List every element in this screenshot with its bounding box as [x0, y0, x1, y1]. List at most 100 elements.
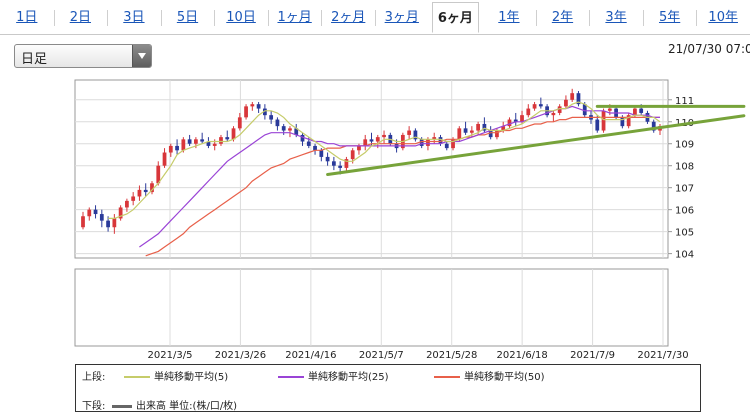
legend-label-sma50: 単純移動平均(50): [464, 372, 545, 383]
chart-legend: 上段: 単純移動平均(5) 単純移動平均(25) 単純移動平均(50) 下段: …: [75, 364, 701, 412]
legend-swatch-volume: [112, 404, 132, 408]
tab-6[interactable]: 2ヶ月: [331, 10, 366, 25]
y-tick-label: 111: [675, 96, 694, 107]
tab-2[interactable]: 3日: [123, 10, 145, 25]
candle-body: [118, 207, 123, 219]
candle-body: [488, 130, 493, 138]
y-tick-label: 108: [675, 162, 694, 173]
candle-body: [300, 134, 305, 142]
tab-separator: [53, 10, 55, 26]
volume-panel: [74, 268, 669, 347]
legend-label-sma5: 単純移動平均(5): [154, 372, 229, 383]
x-tick-label: 2021/7/30: [637, 350, 688, 361]
candle-body: [651, 121, 656, 131]
tab-13[interactable]: 10年: [708, 10, 738, 25]
tab-10[interactable]: 2年: [551, 10, 574, 25]
candle-body: [143, 189, 148, 193]
period-select-value: 日足: [21, 52, 48, 67]
candle-body: [444, 143, 449, 149]
candle-body: [344, 159, 349, 168]
candle-body: [394, 143, 399, 149]
legend-item-volume: 出来高 単位:(株/口/枚): [110, 397, 237, 412]
timestamp: 21/07/30 07:0: [668, 42, 750, 56]
price-panel: [74, 79, 669, 259]
tab-1[interactable]: 2日: [69, 10, 91, 25]
x-tick-label: 2021/5/7: [359, 350, 404, 361]
period-tabs: 1日 2日 3日 5日 10日 1ヶ月 2ヶ月 3ヶ月 6ヶ月 1年 2年 3年 5年 10年: [0, 0, 750, 35]
legend-item-sma5: 単純移動平均(5): [122, 368, 228, 383]
tab-11[interactable]: 3年: [605, 10, 627, 25]
candle-body: [589, 115, 593, 120]
candle-body: [237, 117, 242, 129]
candle-body: [532, 104, 537, 109]
candle-body: [626, 115, 631, 127]
candle-body: [426, 139, 430, 146]
tab-9[interactable]: 1年: [498, 10, 520, 25]
candle-body: [582, 104, 587, 116]
x-tick-label: 2021/6/18: [497, 350, 548, 361]
legend-item-sma25: 単純移動平均(25): [276, 368, 389, 383]
candle-body: [319, 150, 324, 157]
candle-body: [325, 156, 330, 162]
tab-3[interactable]: 5日: [176, 10, 199, 25]
x-tick-label: 2021/5/28: [426, 350, 477, 361]
y-tick-label: 109: [675, 140, 694, 151]
candle-body: [469, 130, 474, 133]
candle-body: [269, 115, 274, 120]
candle-body: [112, 218, 117, 228]
tab-separator: [267, 10, 269, 26]
candle-body: [375, 137, 380, 142]
candle-body: [419, 139, 424, 146]
tab-separator: [696, 10, 698, 26]
candle-body: [99, 214, 104, 221]
tab-separator: [375, 10, 376, 26]
candle-body: [513, 119, 518, 122]
tab-separator: [642, 10, 644, 26]
candle-body: [407, 130, 412, 135]
tab-4[interactable]: 10日: [226, 10, 256, 25]
candle-body: [106, 220, 110, 228]
candle-body: [658, 126, 662, 131]
candle-body: [614, 108, 618, 118]
candle-body: [194, 139, 198, 144]
candle-body: [451, 139, 455, 149]
candle-body: [125, 200, 129, 208]
x-tick-label: 2021/4/16: [285, 350, 336, 361]
candle-body: [281, 126, 286, 131]
tab-8[interactable]: 6ヶ月: [431, 2, 480, 33]
sma5-line: [108, 101, 661, 219]
legend-lower-row: 下段:: [82, 397, 105, 412]
x-tick-label: 2021/3/26: [215, 350, 266, 361]
tab-12[interactable]: 5年: [658, 10, 681, 25]
candle-body: [570, 93, 575, 100]
tab-5[interactable]: 1ヶ月: [277, 10, 312, 25]
candle-body: [212, 143, 217, 146]
candle-body: [288, 128, 292, 131]
candle-body: [187, 139, 192, 144]
candle-body: [482, 123, 487, 131]
tab-separator: [321, 10, 323, 26]
candle-body: [520, 115, 524, 122]
candle-body: [545, 106, 549, 116]
candle-body: [388, 134, 393, 144]
candle-body: [595, 119, 600, 131]
tab-0[interactable]: 1日: [16, 10, 38, 25]
candle-body: [639, 108, 644, 113]
candle-body: [350, 150, 355, 160]
candle-body: [463, 128, 468, 133]
candle-body: [369, 139, 374, 142]
y-tick-label: 104: [675, 250, 694, 261]
tab-7[interactable]: 3ヶ月: [384, 10, 419, 25]
candle-body: [87, 209, 92, 217]
candle-body: [413, 130, 418, 140]
candle-body: [526, 108, 531, 116]
period-select[interactable]: 日足: [14, 44, 152, 68]
chevron-down-icon[interactable]: [132, 45, 151, 67]
legend-upper-row: 上段:: [82, 368, 105, 383]
candle-body: [168, 145, 173, 153]
candle-body: [181, 139, 186, 151]
candle-body: [601, 110, 606, 131]
candle-body: [633, 108, 637, 116]
candle-body: [607, 108, 612, 111]
candle-body: [225, 137, 230, 140]
